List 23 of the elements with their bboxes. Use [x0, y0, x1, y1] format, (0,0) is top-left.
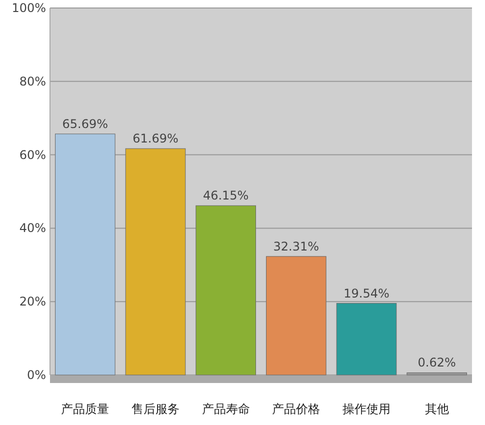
y-tick-label: 20% [19, 294, 46, 309]
x-tick-label: 产品价格 [272, 402, 320, 416]
x-tick-label: 操作使用 [342, 402, 390, 416]
bar [196, 205, 256, 376]
bar [266, 256, 326, 376]
y-tick-label: 80% [19, 74, 46, 88]
data-label: 61.69% [132, 132, 178, 146]
data-label: 46.15% [202, 188, 249, 203]
bar [55, 134, 116, 376]
x-tick-label: 产品质量 [61, 402, 110, 416]
x-tick-label: 产品寿命 [202, 402, 250, 416]
bar [336, 303, 397, 376]
bar [125, 148, 186, 376]
y-tick-label: 100% [12, 1, 46, 15]
x-tick-label: 售后服务 [132, 402, 180, 416]
y-tick-label: 0% [26, 368, 46, 382]
data-label: 0.62% [418, 356, 456, 370]
y-tick-label: 40% [19, 221, 46, 236]
data-label: 32.31% [273, 239, 320, 254]
x-tick-label: 其他 [424, 402, 449, 416]
data-label: 65.69% [62, 116, 108, 131]
data-label: 19.54% [344, 286, 390, 300]
y-tick-label: 60% [19, 148, 46, 162]
